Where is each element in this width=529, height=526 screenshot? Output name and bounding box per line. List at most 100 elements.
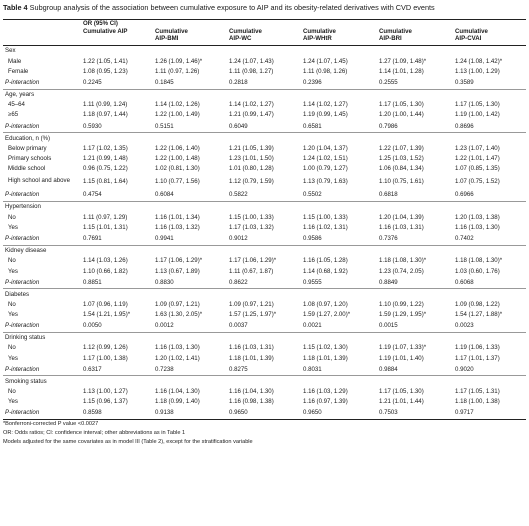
table-cell: 1.18 (1.00, 1.38) [455,398,500,406]
table-cell: 1.02 (0.81, 1.30) [155,165,200,173]
column-header: Cumulative AIP-WHtR [301,28,377,46]
row-label: Yes [8,267,18,275]
p-interaction-row: P-interaction 0.6317 0.7238 0.8275 0.8031 0.9… [3,363,527,377]
p-interaction-value: 0.0037 [227,319,301,333]
table-cell: 1.19 (1.00, 1.42) [455,111,500,119]
table-row: Primary schools 1.21 (0.99, 1.48) 1.22 (1.… [3,153,526,163]
table-cell: 1.14 (1.02, 1.27) [229,101,274,109]
table-cell: 1.10 (0.77, 1.56) [155,177,200,185]
table-cell: 1.26 (1.09, 1.46)* [155,57,203,65]
table-cell: 1.09 (0.97, 1.21) [229,300,274,308]
p-interaction-value: 0.9717 [453,407,527,421]
table-cell: 1.17 (1.05, 1.30) [455,101,500,109]
table-cell: 1.17 (1.05, 1.30) [379,101,424,109]
row-label: Male [8,57,22,65]
row-label: Yes [8,398,18,406]
table-cell: 1.09 (0.98, 1.22) [455,300,500,308]
table-cell: 1.16 (0.97, 1.39) [303,398,348,406]
section-title: Drinking status [5,334,46,342]
table-cell: 1.20 (1.04, 1.37) [303,144,348,152]
section-header-row: Education, n (%) [3,133,526,144]
p-interaction-value: 0.2555 [377,76,453,90]
table-cell: 1.13 (0.79, 1.63) [303,177,348,185]
p-interaction-value: 0.6068 [453,276,527,290]
p-interaction-row: P-interaction 0.8598 0.9138 0.9650 0.9650 0.7… [3,407,527,421]
table-cell: 1.17 (1.05, 1.30) [379,388,424,395]
section-title: Diabetes [5,290,30,298]
table-cell: 1.15 (0.96, 1.37) [83,398,128,406]
table-row: Yes 1.10 (0.66, 1.82) 1.13 (0.67, 1.89) 1.1… [3,266,526,276]
table-cell: 1.20 (1.04, 1.39) [379,213,424,221]
table-cell: 1.00 (0.79, 1.27) [303,165,348,173]
p-interaction-value: 0.0023 [453,319,527,333]
table-cell: 1.16 (0.98, 1.38) [229,398,274,406]
table-cell: 1.23 (1.07, 1.40) [455,144,500,152]
p-interaction-value: 0.5930 [81,120,153,134]
table-cell: 1.18 (1.01, 1.39) [229,354,274,362]
table-cell: 1.24 (1.07, 1.45) [303,57,348,65]
table-cell: 1.20 (1.00, 1.44) [379,111,424,119]
table-cell: 1.17 (1.06, 1.29)* [155,257,203,265]
row-label: Female [8,67,29,75]
p-interaction-value: 0.5502 [301,189,377,203]
table-cell: 1.17 (1.03, 1.32) [229,223,274,231]
table-cell: 1.01 (0.80, 1.28) [229,165,274,173]
section-title: Hypertension [5,203,41,211]
table-cell: 1.19 (0.99, 1.45) [303,111,348,119]
table-cell: 1.09 (0.97, 1.21) [155,300,200,308]
table-cell: 1.11 (0.98, 1.26) [303,67,348,75]
p-interaction-label: P-interaction [3,363,81,377]
table-cell: 1.12 (0.79, 1.59) [229,177,274,185]
column-header-line: Cumulative [379,28,412,35]
table-cell: 1.18 (1.08, 1.30)* [455,257,503,265]
p-interaction-value: 0.6317 [81,363,153,377]
table-cell: 1.27 (1.09, 1.48)* [379,57,427,65]
p-interaction-value: 0.8849 [377,276,453,290]
column-header: Cumulative AIP-BMI [153,28,227,46]
p-interaction-value: 0.8598 [81,407,153,421]
section-header-row: Age, years [3,89,526,100]
table-cell: 1.22 (1.06, 1.40) [155,144,200,152]
table-cell: 1.20 (1.03, 1.38) [455,213,500,221]
p-interaction-value: 0.6581 [301,120,377,134]
column-header-line: AIP-CVAI [455,35,482,42]
p-interaction-value: 0.9020 [453,363,527,377]
table-row: No 1.14 (1.03, 1.26) 1.17 (1.06, 1.29)* 1.1… [3,256,526,266]
table-title: Subgroup analysis of the association bet… [29,3,435,12]
row-label: Primary schools [8,155,52,163]
table-cell: 1.16 (1.03, 1.31) [229,344,274,352]
row-label: No [8,213,16,221]
table-row: Yes 1.17 (1.00, 1.38) 1.20 (1.02, 1.41) 1.1… [3,353,526,363]
table-cell: 1.03 (0.60, 1.76) [455,267,500,275]
p-interaction-row: P-interaction 0.7691 0.9941 0.9012 0.9586 0.7… [3,232,527,246]
section-title: Education, n (%) [5,134,51,142]
p-interaction-value: 0.5822 [227,189,301,203]
p-interaction-label: P-interaction [3,232,81,246]
p-interaction-row: P-interaction 0.2245 0.1845 0.2818 0.2396 0.2… [3,76,527,90]
p-interaction-value: 0.7691 [81,232,153,246]
table-cell: 1.59 (1.29, 1.95)* [379,311,427,319]
p-interaction-value: 0.6818 [377,189,453,203]
table-row: Yes 1.54 (1.21, 1.95)* 1.63 (1.30, 2.05)* 1… [3,310,526,320]
p-interaction-label: P-interaction [3,276,81,290]
table-cell: 1.14 (1.02, 1.26) [155,101,200,109]
table-cell: 1.15 (0.81, 1.64) [83,177,128,185]
table-cell: 1.07 (0.96, 1.19) [83,300,128,308]
table-cell: 1.16 (1.04, 1.30) [155,388,200,395]
footnote: Models adjusted for the same covariates … [3,439,253,445]
table-cell: 1.23 (0.74, 2.05) [379,267,424,275]
table-row: No 1.13 (1.00, 1.27) 1.16 (1.04, 1.30) 1.16… [3,386,526,396]
table-cell: 1.17 (1.02, 1.35) [83,144,128,152]
table-row: Yes 1.15 (0.96, 1.37) 1.18 (0.99, 1.40) 1.1… [3,397,526,407]
table-cell: 1.21 (1.01, 1.44) [379,398,424,406]
column-header: Cumulative AIP-BRI [377,28,453,46]
p-interaction-label: P-interaction [3,319,81,333]
table-cell: 1.22 (1.05, 1.41) [83,57,128,65]
p-interaction-value: 0.8830 [153,276,227,290]
column-header-line: AIP-WHtR [303,35,332,42]
p-interaction-value: 0.0050 [81,319,153,333]
p-interaction-value: 0.7238 [153,363,227,377]
p-interaction-value: 0.1845 [153,76,227,90]
p-interaction-value: 0.9555 [301,276,377,290]
table-cell: 1.16 (1.02, 1.31) [303,223,348,231]
